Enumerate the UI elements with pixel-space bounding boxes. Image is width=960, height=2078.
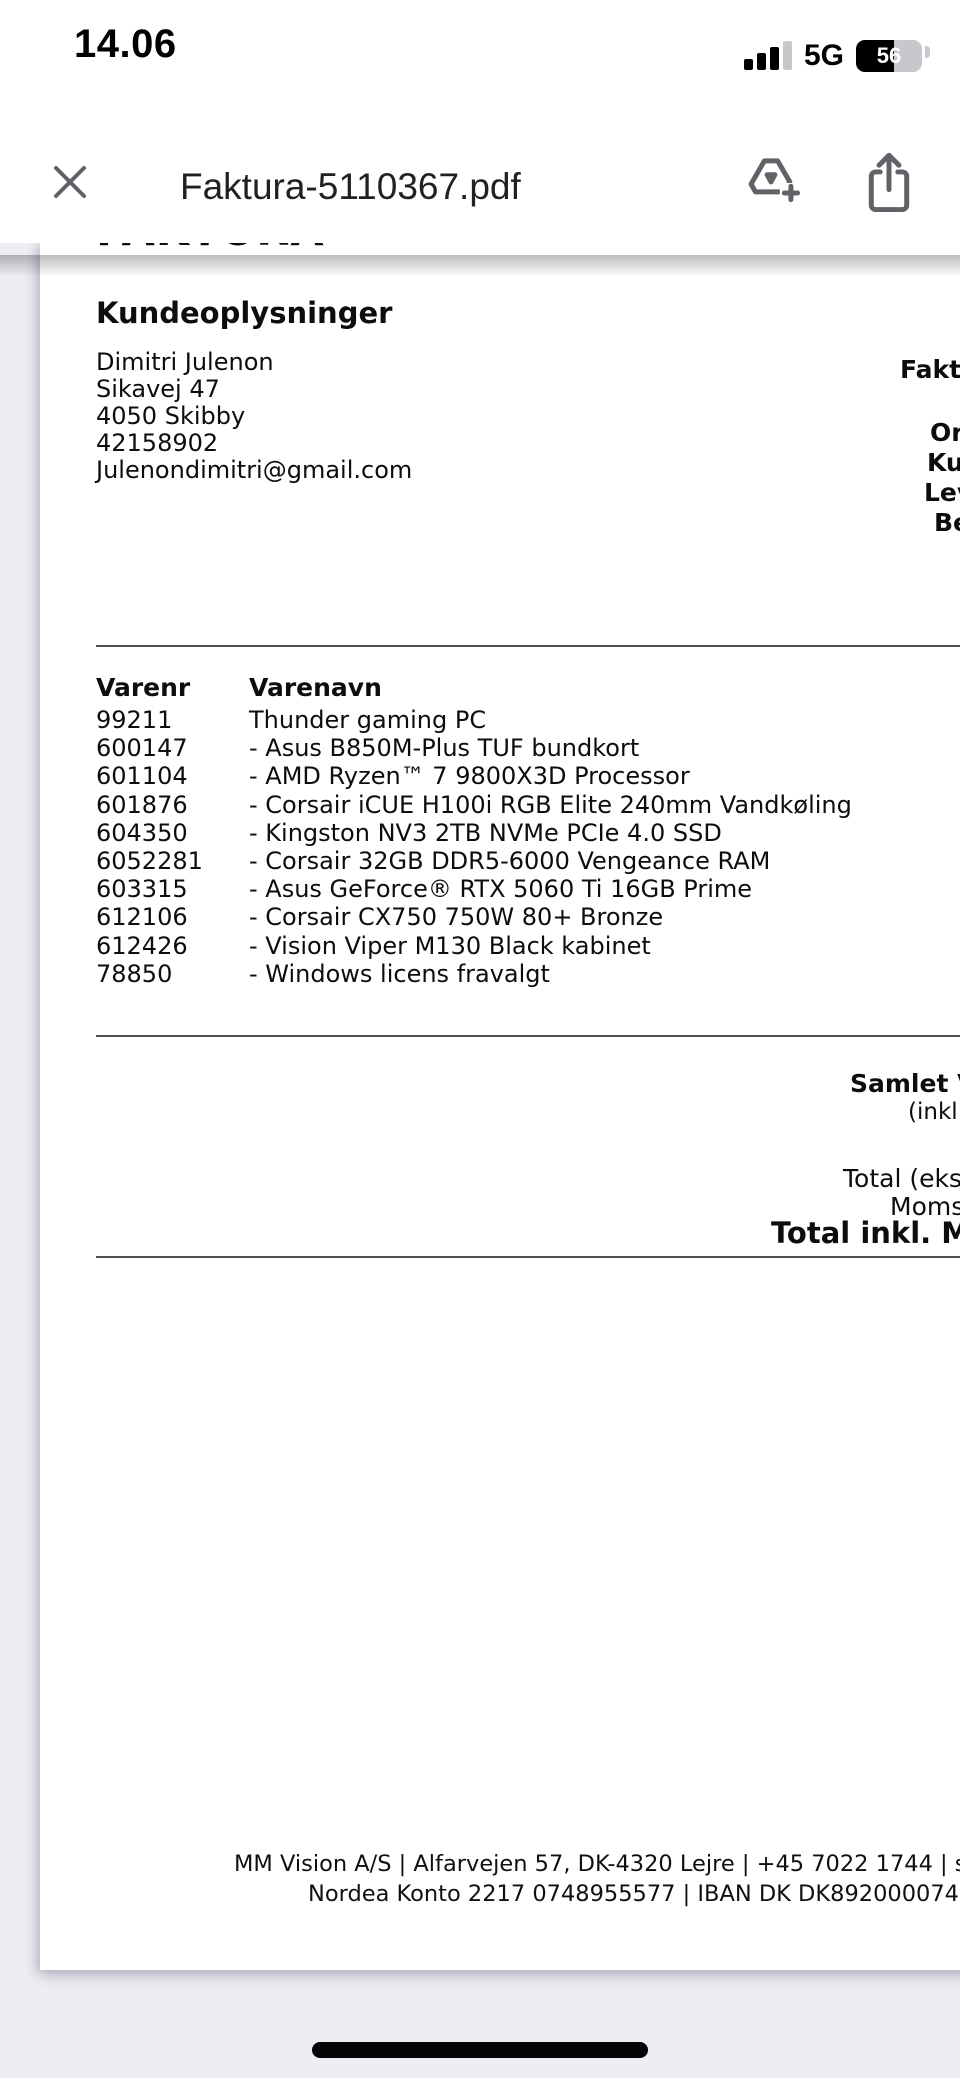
- item-number: 612106: [96, 903, 188, 932]
- item-number: 601876: [96, 790, 188, 819]
- table-row: 601104 - AMD Ryzen™ 7 9800X3D Processor: [96, 762, 852, 790]
- divider-top: [96, 645, 960, 647]
- home-indicator[interactable]: [312, 2042, 648, 2058]
- totals-moms: Moms (2: [890, 1192, 960, 1221]
- item-number: 601104: [96, 762, 188, 791]
- table-row: 604350 - Kingston NV3 2TB NVMe PCIe 4.0 S…: [96, 819, 852, 847]
- document-title: Faktura-5110367.pdf: [180, 166, 521, 207]
- column-header-varenavn: Varenavn: [249, 673, 382, 702]
- status-bar-indicators: 5G 56: [743, 39, 930, 72]
- customer-detail-line: Dimitri Julenon: [96, 348, 274, 376]
- table-row: 6052281 - Corsair 32GB DDR5-6000 Vengeanc…: [96, 847, 852, 875]
- item-name: - Kingston NV3 2TB NVMe PCIe 4.0 SSD: [249, 818, 722, 847]
- column-header-varenr: Varenr: [96, 673, 191, 702]
- battery-percent-label: 56: [876, 43, 902, 68]
- items-table: 99211 Thunder gaming PC 600147 - Asus B850…: [96, 706, 852, 988]
- add-to-drive-icon: [740, 146, 802, 220]
- item-number: 99211: [96, 706, 173, 734]
- item-name: - AMD Ryzen™ 7 9800X3D Processor: [249, 762, 690, 791]
- app-chrome: 14.06 5G 56 Faktura-5110367.pdf: [0, 0, 960, 243]
- pdf-page[interactable]: FAKTURA Kundeoplysninger Dimitri Julenon…: [40, 243, 960, 1970]
- add-to-drive-button[interactable]: [740, 146, 802, 220]
- table-row: 603315 - Asus GeForce® RTX 5060 Ti 16GB P…: [96, 875, 852, 903]
- totals-excl-moms: Total (eksl. M: [843, 1164, 960, 1193]
- customer-detail-line: 4050 Skibby: [96, 402, 246, 430]
- close-button[interactable]: [48, 160, 92, 204]
- item-name: - Asus GeForce® RTX 5060 Ti 16GB Prime: [249, 875, 753, 904]
- totals-incl-moms: Total inkl. Moms: [771, 1216, 960, 1250]
- customer-section-heading: Kundeoplysninger: [96, 296, 393, 330]
- totals-samlet-sub: (inkl. M: [908, 1099, 960, 1125]
- battery-cap: [925, 45, 930, 58]
- invoice-meta-label-faktura: Fakt: [900, 355, 960, 384]
- table-row: 612426 - Vision Viper M130 Black kabinet: [96, 932, 852, 960]
- cellular-signal-icon: [743, 41, 792, 72]
- item-name: - Corsair iCUE H100i RGB Elite 240mm Van…: [249, 790, 852, 819]
- invoice-title-clipped: FAKTURA: [96, 243, 325, 256]
- item-number: 6052281: [96, 847, 203, 876]
- footer-bank-line: Nordea Konto 2217 0748955577 | IBAN DK D…: [308, 1881, 960, 1907]
- item-name: Thunder gaming PC: [249, 706, 487, 734]
- customer-detail-line: Julenondimitri@gmail.com: [96, 456, 413, 484]
- customer-details: Dimitri Julenon Sikavej 47 4050 Skibby 4…: [96, 349, 412, 484]
- item-name: - Corsair CX750 750W 80+ Bronze: [249, 903, 664, 932]
- item-name: - Windows licens fravalgt: [249, 959, 550, 988]
- item-number: 612426: [96, 931, 188, 960]
- table-row: 78850 - Windows licens fravalgt: [96, 960, 852, 988]
- table-row: 612106 - Corsair CX750 750W 80+ Bronze: [96, 903, 852, 931]
- table-row: 601876 - Corsair iCUE H100i RGB Elite 240…: [96, 791, 852, 819]
- customer-detail-line: 42158902: [96, 429, 219, 457]
- item-number: 604350: [96, 818, 188, 847]
- table-row: 99211 Thunder gaming PC: [96, 706, 852, 734]
- close-x-icon: [48, 160, 92, 204]
- invoice-meta-label-betaling: Be: [934, 508, 960, 537]
- customer-detail-line: Sikavej 47: [96, 375, 220, 403]
- share-icon: [858, 146, 920, 220]
- pdf-viewer-toolbar: Faktura-5110367.pdf: [0, 130, 960, 243]
- invoice-meta-label-kundenr: Ku: [927, 448, 960, 477]
- footer-company-line: MM Vision A/S | Alfarvejen 57, DK-4320 L…: [234, 1851, 960, 1877]
- divider-items-bottom: [96, 1035, 960, 1037]
- share-button[interactable]: [858, 146, 920, 220]
- totals-samlet-label: Samlet Vare: [850, 1069, 960, 1098]
- table-row: 600147 - Asus B850M-Plus TUF bundkort: [96, 734, 852, 762]
- item-number: 600147: [96, 734, 188, 763]
- item-name: - Corsair 32GB DDR5-6000 Vengeance RAM: [249, 847, 771, 876]
- item-number: 78850: [96, 959, 173, 988]
- item-number: 603315: [96, 875, 188, 904]
- item-name: - Asus B850M-Plus TUF bundkort: [249, 734, 640, 763]
- battery-icon: 56: [856, 40, 922, 72]
- item-name: - Vision Viper M130 Black kabinet: [249, 931, 651, 960]
- divider-totals-bottom: [96, 1256, 960, 1258]
- invoice-meta-label-ordrenr: Or: [930, 418, 960, 447]
- invoice-meta-label-levering: Lev: [924, 478, 960, 507]
- network-type-label: 5G: [803, 39, 844, 72]
- status-bar-time: 14.06: [74, 22, 177, 66]
